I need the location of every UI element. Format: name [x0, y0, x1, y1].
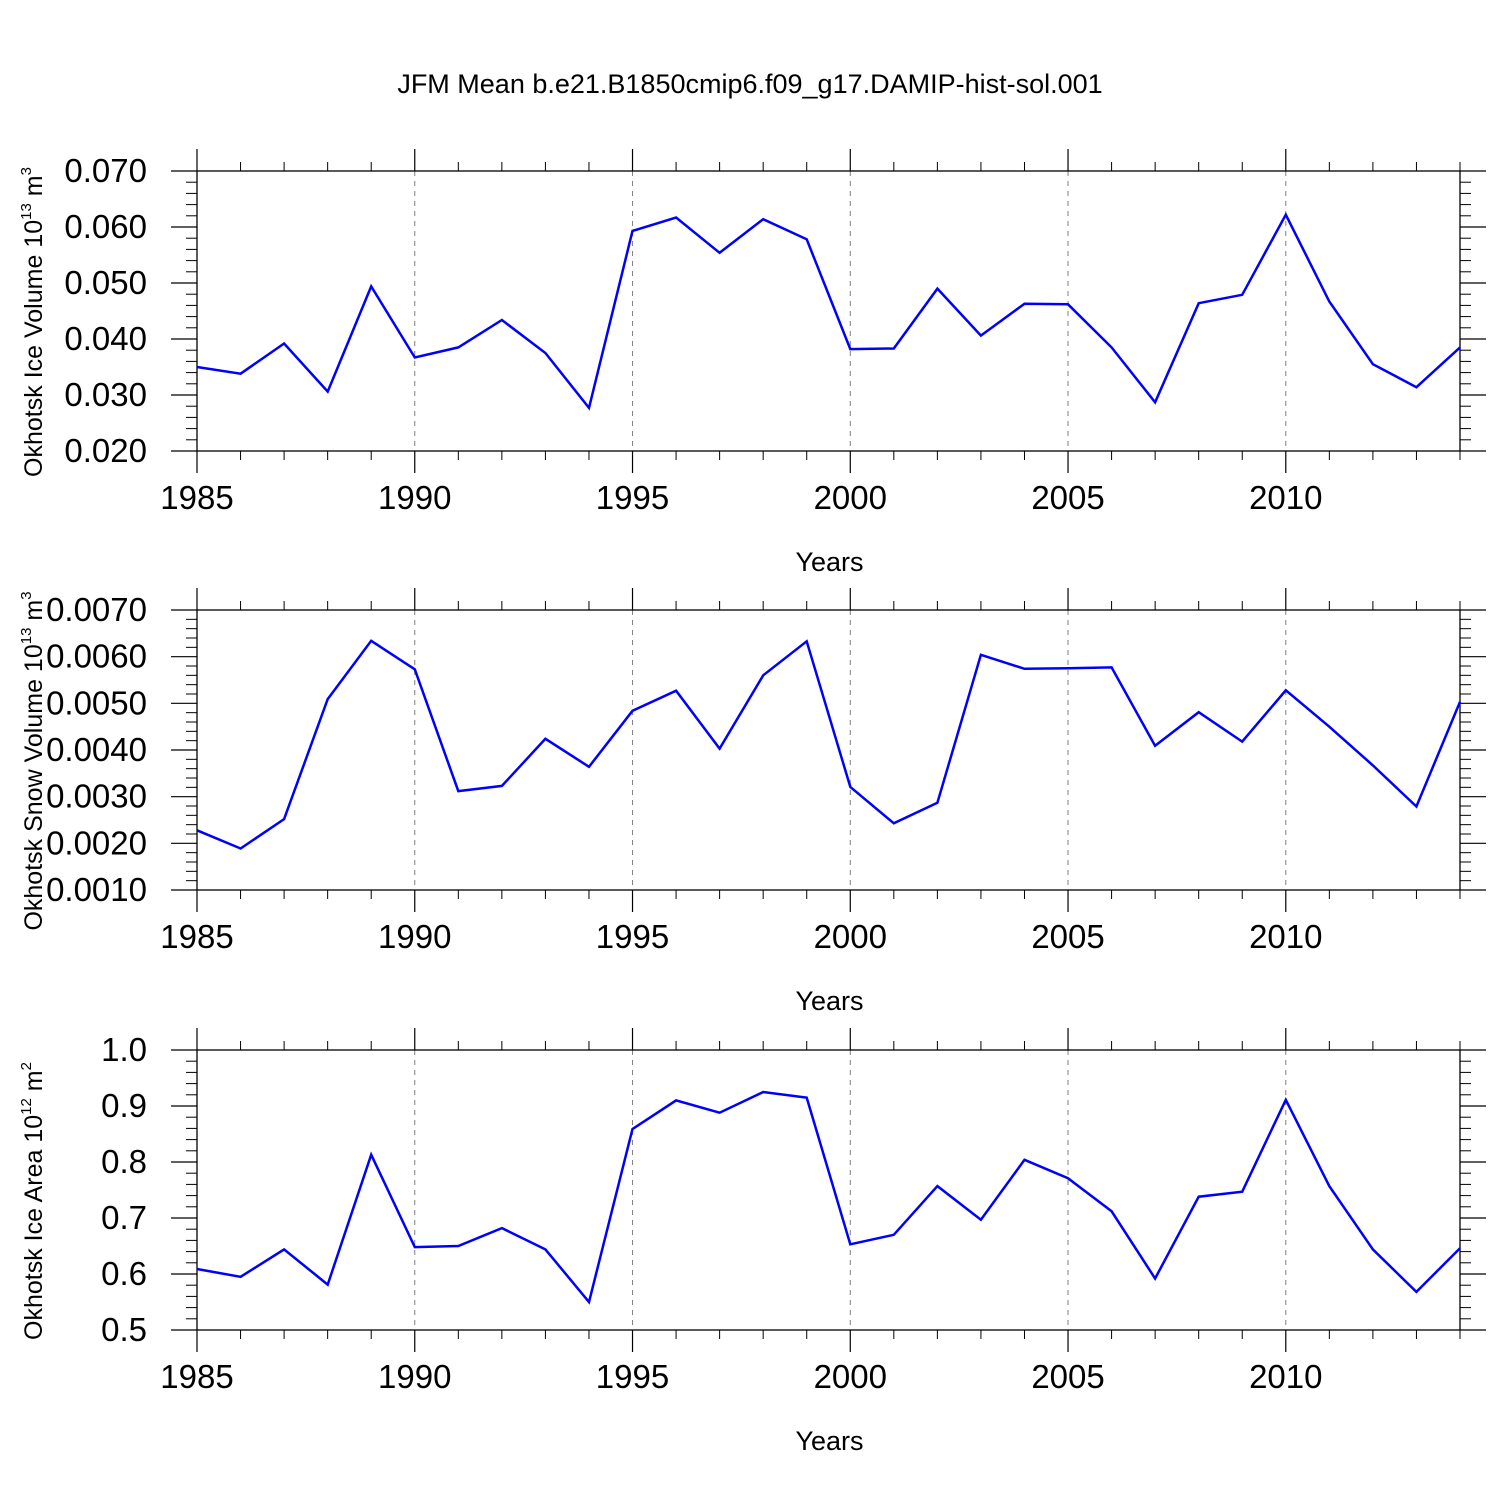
y-axis-title: Okhotsk Ice Area 1012 m2 — [18, 1062, 48, 1340]
y-tick-label: 0.060 — [64, 208, 147, 245]
x-tick-label: 2000 — [814, 1358, 887, 1395]
plot-frame — [196, 609, 1461, 891]
y-tick-label: 0.0060 — [46, 638, 147, 675]
y-tick-label: 0.5 — [101, 1311, 147, 1348]
x-tick-label: 2005 — [1031, 1358, 1104, 1395]
panels-group: 1985 1990 1995 2000 2005 2010 0.020 0.030 0.040 0… — [18, 149, 1486, 1456]
plot-frame — [196, 1049, 1461, 1331]
x-tick-label: 1990 — [378, 1358, 451, 1395]
panel-3: 1985 1990 1995 2000 2005 2010 0.5 0.6 0.7 0.8 0.9 1… — [18, 1028, 1486, 1456]
y-tick-label: 0.7 — [101, 1199, 147, 1236]
y-tick-label: 0.0030 — [46, 778, 147, 815]
y-tick-label: 0.8 — [101, 1143, 147, 1180]
y-tick-label: 0.070 — [64, 152, 147, 189]
x-tick-label: 1990 — [378, 918, 451, 955]
x-tick-label: 1995 — [596, 1358, 669, 1395]
x-tick-label: 2000 — [814, 479, 887, 516]
x-tick-label: 2010 — [1249, 1358, 1322, 1395]
x-axis-title: Years — [795, 1426, 863, 1456]
x-tick-label: 1995 — [596, 918, 669, 955]
plot-frame — [196, 170, 1461, 452]
x-tick-label: 1985 — [160, 918, 233, 955]
y-tick-label: 0.040 — [64, 320, 147, 357]
x-axis-title: Years — [795, 547, 863, 577]
y-tick-label: 0.0020 — [46, 824, 147, 861]
y-axis-title: Okhotsk Snow Volume 1013 m3 — [18, 591, 48, 930]
y-tick-label: 0.050 — [64, 264, 147, 301]
x-tick-label: 2000 — [814, 918, 887, 955]
y-tick-label: 0.020 — [64, 432, 147, 469]
x-tick-label: 1985 — [160, 1358, 233, 1395]
x-tick-label: 2005 — [1031, 918, 1104, 955]
x-tick-label: 1985 — [160, 479, 233, 516]
y-tick-label: 0.0040 — [46, 731, 147, 768]
y-tick-label: 1.0 — [101, 1031, 147, 1068]
y-tick-label: 0.030 — [64, 376, 147, 413]
panel-1: 1985 1990 1995 2000 2005 2010 0.020 0.030 0.040 0… — [18, 149, 1486, 577]
x-axis-title: Years — [795, 986, 863, 1016]
y-tick-label: 0.6 — [101, 1255, 147, 1292]
series-line — [196, 212, 1461, 411]
x-tick-label: 2005 — [1031, 479, 1104, 516]
x-tick-label: 1995 — [596, 479, 669, 516]
panel-2: 1985 1990 1995 2000 2005 2010 0.0010 0.0020 0.00… — [18, 588, 1486, 1016]
x-tick-label: 1990 — [378, 479, 451, 516]
y-tick-label: 0.0010 — [46, 871, 147, 908]
x-tick-label: 2010 — [1249, 918, 1322, 955]
series-line — [196, 639, 1462, 850]
y-tick-label: 0.9 — [101, 1087, 147, 1124]
y-tick-label: 0.0050 — [46, 684, 147, 721]
x-tick-label: 2010 — [1249, 479, 1322, 516]
series-line — [196, 1090, 1461, 1305]
chart-title: JFM Mean b.e21.B1850cmip6.f09_g17.DAMIP-… — [397, 69, 1102, 99]
y-axis-title: Okhotsk Ice Volume 1013 m3 — [18, 167, 48, 477]
y-tick-label: 0.0070 — [46, 591, 147, 628]
